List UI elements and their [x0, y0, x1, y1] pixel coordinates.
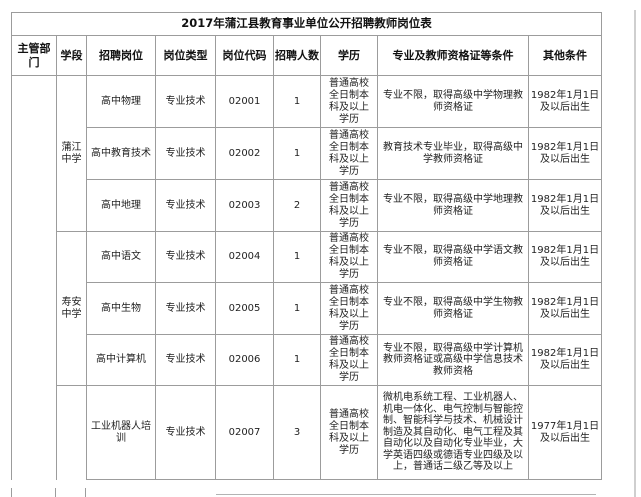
cell-position: 高中地理	[86, 179, 156, 232]
table-row: 高中计算机 专业技术 02006 1 普通高校全日制本科及以上学历 专业不限，取…	[12, 334, 602, 386]
cell-other: 1982年1月1日及以后出生	[528, 127, 602, 180]
recruitment-table: 2017年蒲江县教育事业单位公开招聘教师岗位表 主管部门 学段 招聘岗位 岗位类…	[11, 12, 602, 480]
cell-other: 1982年1月1日及以后出生	[528, 282, 602, 335]
cell-code: 02007	[215, 385, 274, 480]
cell-type: 专业技术	[155, 179, 216, 232]
table-title: 2017年蒲江县教育事业单位公开招聘教师岗位表	[11, 12, 602, 36]
cell-other: 1982年1月1日及以后出生	[528, 75, 602, 128]
cell-education: 普通高校全日制本科及以上学历	[320, 127, 378, 180]
cell-other: 1982年1月1日及以后出生	[528, 231, 602, 283]
table-row: 寿安中学 高中语文 专业技术 02004 1 普通高校全日制本科及以上学历 专业…	[12, 231, 602, 386]
cell-count: 1	[273, 127, 321, 180]
page-right-edge-line	[634, 10, 636, 497]
cell-position: 高中教育技术	[86, 127, 156, 180]
cell-code: 02001	[215, 75, 274, 128]
header-cell-education: 学历	[320, 35, 378, 76]
cell-position: 工业机器人培训	[86, 385, 156, 480]
title-row: 2017年蒲江县教育事业单位公开招聘教师岗位表	[11, 12, 602, 36]
header-row: 主管部门 学段 招聘岗位 岗位类型 岗位代码 招聘人数 学历 专业及教师资格证等…	[11, 35, 602, 76]
cell-code: 02002	[215, 127, 274, 180]
cell-education: 普通高校全日制本科及以上学历	[320, 282, 378, 335]
cell-education: 普通高校全日制本科及以上学历	[320, 334, 378, 386]
cell-other: 1977年1月1日及以后出生	[528, 385, 602, 480]
table-row: 工业机器人培训 专业技术 02007 3 普通高校全日制本科及以上学历 微机电系…	[12, 385, 602, 480]
cell-qualification: 专业不限，取得高级中学物理教师资格证	[377, 75, 529, 128]
header-cell-type: 岗位类型	[155, 35, 216, 76]
cell-code: 02005	[215, 282, 274, 335]
cell-count: 3	[273, 385, 321, 480]
cell-count: 1	[273, 75, 321, 128]
cell-count: 1	[273, 231, 321, 283]
cell-type: 专业技术	[155, 334, 216, 386]
cell-school: 蒲江中学	[56, 75, 87, 232]
cell-education: 普通高校全日制本科及以上学历	[320, 75, 378, 128]
cell-education: 普通高校全日制本科及以上学历	[320, 385, 378, 480]
cell-code: 02006	[215, 334, 274, 386]
cell-qualification: 专业不限，取得高级中学计算机教师资格证或高级中学信息技术教师资格	[377, 334, 529, 386]
cell-qualification: 专业不限，取得高级中学地理教师资格证	[377, 179, 529, 232]
cell-count: 1	[273, 282, 321, 335]
header-cell-department: 主管部门	[11, 35, 57, 76]
cell-count: 2	[273, 179, 321, 232]
cell-qualification: 专业不限，取得高级中学语文教师资格证	[377, 231, 529, 283]
cell-code: 02004	[215, 231, 274, 283]
cell-department	[11, 75, 57, 480]
table-row: 高中教育技术 专业技术 02002 1 普通高校全日制本科及以上学历 教育技术专…	[12, 127, 602, 180]
table-row: 蒲江中学 高中物理 专业技术 02001 1 普通高校全日制本科及以上学历 专业…	[11, 75, 602, 480]
cell-position: 高中计算机	[86, 334, 156, 386]
cell-other: 1982年1月1日及以后出生	[528, 179, 602, 232]
cell-qualification: 教育技术专业毕业，取得高级中学教师资格证	[377, 127, 529, 180]
header-cell-count: 招聘人数	[273, 35, 321, 76]
cell-position: 高中生物	[86, 282, 156, 335]
cell-type: 专业技术	[155, 282, 216, 335]
cell-other: 1982年1月1日及以后出生	[528, 334, 602, 386]
cell-position: 高中物理	[86, 75, 156, 128]
cell-qualification: 专业不限，取得高级中学生物教师资格证	[377, 282, 529, 335]
cell-code: 02003	[215, 179, 274, 232]
header-cell-stage: 学段	[56, 35, 87, 76]
table-continuation-stub	[85, 488, 86, 497]
cell-qualification: 微机电系统工程、工业机器人、机电一体化、电气控制与智能控制、智能科学与技术、机械…	[377, 385, 529, 480]
header-cell-qualification: 专业及教师资格证等条件	[377, 35, 529, 76]
cell-school: 寿安中学	[56, 231, 87, 386]
cell-education: 普通高校全日制本科及以上学历	[320, 179, 378, 232]
table-continuation-stub	[55, 488, 56, 497]
cell-education: 普通高校全日制本科及以上学历	[320, 231, 378, 283]
next-row-cut-line	[216, 494, 596, 495]
table-continuation-stub	[11, 488, 12, 497]
table-row: 高中生物 专业技术 02005 1 普通高校全日制本科及以上学历 专业不限，取得…	[12, 282, 602, 335]
header-cell-code: 岗位代码	[215, 35, 274, 76]
cell-type: 专业技术	[155, 385, 216, 480]
cell-type: 专业技术	[155, 231, 216, 283]
header-cell-position: 招聘岗位	[86, 35, 156, 76]
cell-type: 专业技术	[155, 127, 216, 180]
header-cell-other: 其他条件	[528, 35, 602, 76]
cell-count: 1	[273, 334, 321, 386]
cell-school	[56, 385, 87, 480]
cell-position: 高中语文	[86, 231, 156, 283]
cell-type: 专业技术	[155, 75, 216, 128]
table-row: 高中地理 专业技术 02003 2 普通高校全日制本科及以上学历 专业不限，取得…	[12, 179, 602, 232]
